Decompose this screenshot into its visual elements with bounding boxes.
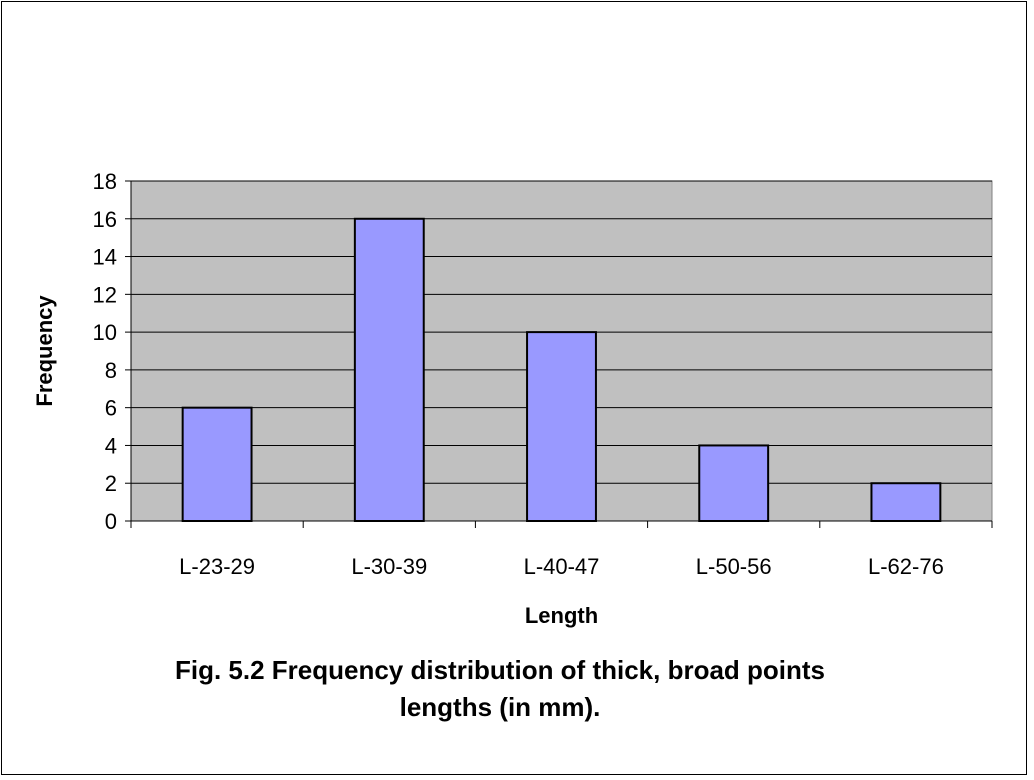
bar-l-62-76 (870, 482, 942, 523)
y-tick-label: 18 (93, 169, 117, 194)
y-tick-label: 0 (105, 509, 117, 534)
x-tick-label: L-30-39 (351, 554, 427, 579)
y-tick-label: 10 (93, 320, 117, 345)
x-tick-label: L-62-76 (868, 554, 944, 579)
figure-caption: Fig. 5.2 Frequency distribution of thick… (60, 652, 940, 726)
x-tick-label: L-40-47 (524, 554, 600, 579)
x-axis-label: Length (525, 603, 598, 628)
x-tick-label: L-23-29 (179, 554, 255, 579)
bar-l-23-29 (181, 406, 253, 522)
bar-l-40-47 (526, 331, 597, 522)
y-tick-label: 4 (105, 433, 117, 458)
y-tick-label: 14 (93, 245, 117, 270)
y-tick-label: 8 (105, 358, 117, 383)
x-tick-label: L-50-56 (696, 554, 772, 579)
caption-line-2: lengths (in mm). (399, 692, 601, 722)
y-axis-label: Frequency (32, 295, 57, 407)
y-tick-label: 2 (105, 471, 117, 496)
bar-l-30-39 (353, 217, 425, 522)
caption-line-1: Fig. 5.2 Frequency distribution of thick… (174, 655, 826, 685)
y-tick-label: 6 (105, 396, 117, 421)
y-tick-label: 16 (93, 207, 117, 232)
y-tick-label: 12 (93, 282, 117, 307)
bar-l-50-56 (698, 444, 770, 523)
